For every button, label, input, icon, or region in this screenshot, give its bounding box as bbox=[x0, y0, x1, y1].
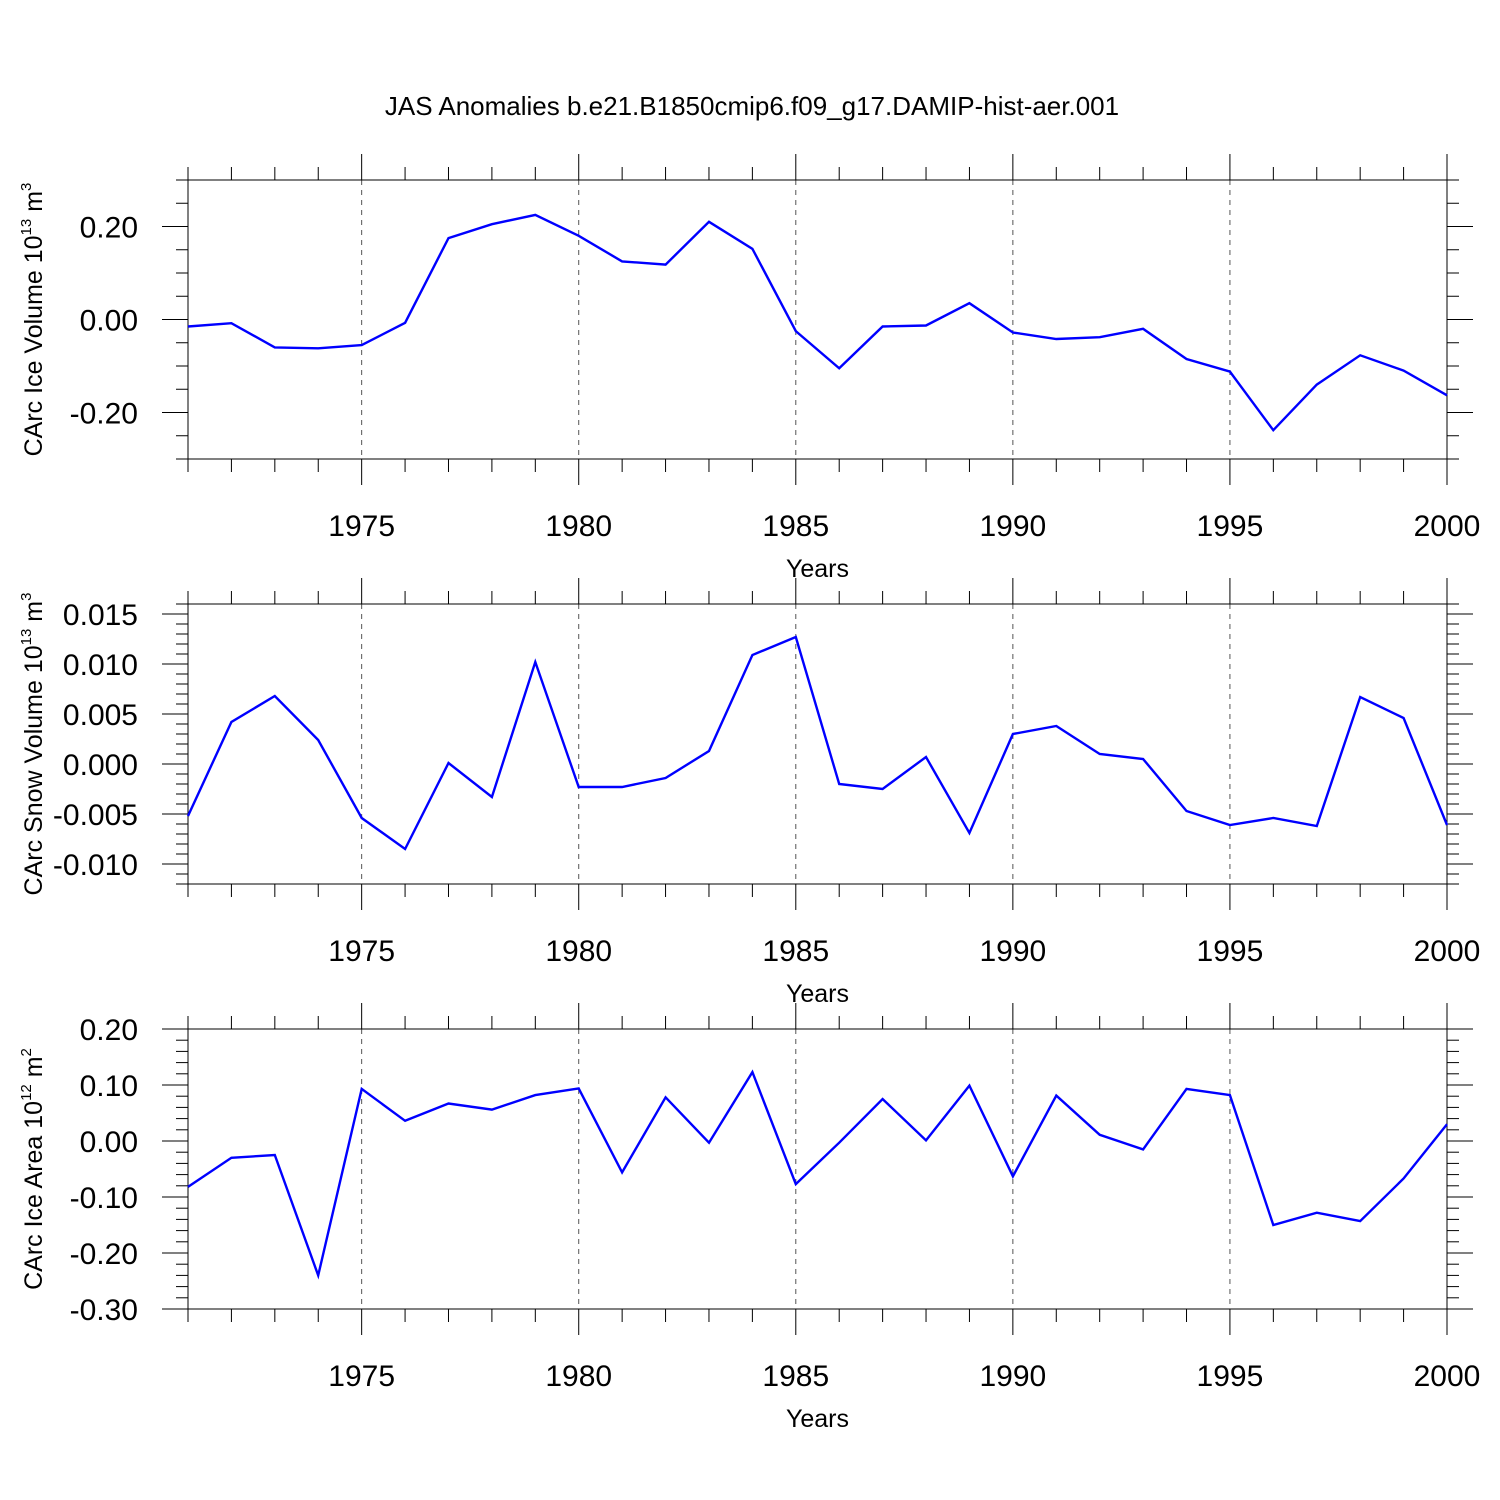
x-axis-label: Years bbox=[786, 980, 849, 1008]
y-tick-label: 0.20 bbox=[80, 212, 138, 245]
panel-1: -0.20 0.00 0.20 1975 1980 1985 1990 1995 2000 Yea… bbox=[18, 154, 1480, 583]
y-axis-label: CArc Ice Area 1012 m2 bbox=[18, 1048, 48, 1290]
y-tick-label: 0.20 bbox=[80, 1014, 138, 1047]
x-tick-label: 1985 bbox=[762, 1360, 829, 1393]
x-tick-label: 1975 bbox=[328, 935, 395, 968]
y-tick-label: -0.30 bbox=[70, 1294, 138, 1327]
x-tick-label: 1980 bbox=[545, 935, 612, 968]
y-tick-label: 0.10 bbox=[80, 1070, 138, 1103]
x-tick-label: 2000 bbox=[1414, 935, 1481, 968]
x-axis-label: Years bbox=[786, 1405, 849, 1433]
y-tick-label: -0.20 bbox=[70, 398, 138, 431]
x-tick-label: 1980 bbox=[545, 1360, 612, 1393]
x-tick-label: 1995 bbox=[1197, 510, 1264, 543]
x-tick-label: 1990 bbox=[979, 1360, 1046, 1393]
panel-3: -0.30 -0.20 -0.10 0.00 0.10 0.20 1975 1980 1985 1… bbox=[18, 1003, 1480, 1433]
y-tick-label: 0.000 bbox=[63, 749, 138, 782]
y-tick-label: 0.00 bbox=[80, 1126, 138, 1159]
plot-frame bbox=[187, 603, 1448, 885]
series-line bbox=[186, 635, 1449, 851]
y-tick-label: 0.00 bbox=[80, 305, 138, 338]
x-tick-label: 1975 bbox=[328, 510, 395, 543]
panel-2: -0.010 -0.005 0.000 0.005 0.010 0.015 1975 1980… bbox=[18, 578, 1480, 1008]
x-tick-label: 2000 bbox=[1414, 510, 1481, 543]
x-tick-label: 1985 bbox=[762, 935, 829, 968]
x-axis-label: Years bbox=[786, 555, 849, 583]
y-axis-label: CArc Snow Volume 1013 m3 bbox=[18, 593, 48, 896]
y-tick-label: 0.015 bbox=[63, 599, 138, 632]
panels: -0.20 0.00 0.20 1975 1980 1985 1990 1995 2000 Yea… bbox=[18, 154, 1480, 1433]
plot-frame bbox=[187, 1028, 1448, 1310]
series-line bbox=[187, 213, 1448, 433]
x-tick-label: 1995 bbox=[1197, 1360, 1264, 1393]
plot-frame bbox=[187, 179, 1448, 460]
x-tick-label: 1985 bbox=[762, 510, 829, 543]
figure-title: JAS Anomalies b.e21.B1850cmip6.f09_g17.D… bbox=[385, 91, 1119, 121]
y-tick-label: -0.20 bbox=[70, 1238, 138, 1271]
x-tick-label: 1980 bbox=[545, 510, 612, 543]
y-tick-label: 0.005 bbox=[63, 699, 138, 732]
y-tick-label: -0.10 bbox=[70, 1182, 138, 1215]
y-axis-label: CArc Ice Volume 1013 m3 bbox=[18, 183, 48, 457]
x-tick-label: 2000 bbox=[1414, 1360, 1481, 1393]
x-tick-label: 1990 bbox=[979, 510, 1046, 543]
y-tick-label: 0.010 bbox=[63, 649, 138, 682]
x-tick-label: 1975 bbox=[328, 1360, 395, 1393]
series-line bbox=[187, 1069, 1448, 1280]
x-tick-label: 1990 bbox=[979, 935, 1046, 968]
x-tick-label: 1995 bbox=[1197, 935, 1264, 968]
y-tick-label: -0.005 bbox=[53, 799, 138, 832]
y-tick-label: -0.010 bbox=[53, 849, 138, 882]
